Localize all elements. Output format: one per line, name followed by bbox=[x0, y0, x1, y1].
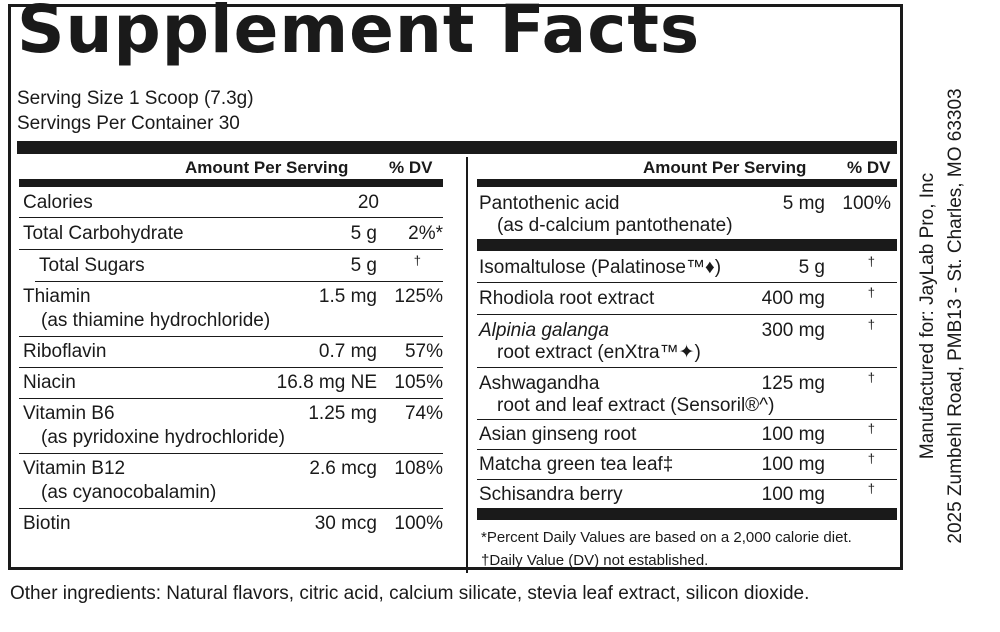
nutrient-dv: 100% bbox=[394, 513, 443, 534]
nutrient-dv: † bbox=[413, 253, 421, 268]
nutrient-row-total-carbohydrate: Total Carbohydrate 5 g 2%* bbox=[19, 218, 443, 250]
ingredient-dv: † bbox=[867, 421, 875, 436]
panel-title: Supplement Facts bbox=[17, 0, 701, 68]
nutrient-amount: 2.6 mcg bbox=[309, 458, 377, 479]
ingredient-name: Ashwagandha bbox=[479, 373, 600, 394]
ingredient-name: Schisandra berry bbox=[479, 484, 623, 505]
ingredient-row-isomaltulose: Isomaltulose (Palatinose™♦) 5 g † bbox=[477, 251, 897, 283]
nutrient-source: (as cyanocobalamin) bbox=[41, 482, 217, 503]
ingredient-name: Isomaltulose (Palatinose™♦) bbox=[479, 257, 722, 278]
dv-header: % DV bbox=[847, 158, 891, 177]
ingredient-row-pantothenic-acid: Pantothenic acid (as d-calcium pantothen… bbox=[477, 187, 897, 239]
ingredient-amount: 400 mg bbox=[761, 288, 825, 309]
ingredient-row-rhodiola: Rhodiola root extract 400 mg † bbox=[477, 283, 897, 315]
nutrient-dv: 125% bbox=[394, 286, 443, 307]
nutrient-row-biotin: Biotin 30 mcg 100% bbox=[19, 509, 443, 539]
amount-per-serving-header: Amount Per Serving bbox=[643, 158, 807, 177]
ingredient-name: Alpinia galanga bbox=[479, 320, 609, 341]
nutrient-dv: 2%* bbox=[408, 223, 443, 244]
ingredient-amount: 100 mg bbox=[761, 454, 825, 475]
ingredient-dv: † bbox=[867, 254, 875, 269]
footnote-percent-dv: *Percent Daily Values are based on a 2,0… bbox=[481, 529, 852, 546]
nutrient-name: Vitamin B6 bbox=[23, 403, 115, 424]
nutrient-amount: 5 g bbox=[350, 255, 377, 276]
nutrient-row-riboflavin: Riboflavin 0.7 mg 57% bbox=[19, 337, 443, 368]
nutrient-name: Total Sugars bbox=[39, 255, 145, 276]
ingredient-name: Pantothenic acid bbox=[479, 193, 620, 214]
nutrient-row-niacin: Niacin 16.8 mg NE 105% bbox=[19, 368, 443, 399]
section-bar bbox=[477, 239, 897, 251]
serving-size: Serving Size 1 Scoop (7.3g) bbox=[17, 88, 254, 109]
dv-header: % DV bbox=[389, 158, 433, 177]
footnotes: *Percent Daily Values are based on a 2,0… bbox=[477, 520, 897, 570]
ingredient-source: root and leaf extract (Sensoril®^) bbox=[497, 395, 775, 416]
nutrient-row-vitamin-b12: Vitamin B12 (as cyanocobalamin) 2.6 mcg … bbox=[19, 454, 443, 509]
nutrient-amount: 5 g bbox=[350, 223, 377, 244]
ingredient-row-ashwagandha: Ashwagandha root and leaf extract (Senso… bbox=[477, 368, 897, 420]
ingredient-source: root extract (enXtra™✦) bbox=[497, 342, 701, 363]
ingredient-name: Matcha green tea leaf‡ bbox=[479, 454, 674, 475]
nutrient-row-thiamin: Thiamin (as thiamine hydrochloride) 1.5 … bbox=[19, 282, 443, 337]
nutrient-dv: 74% bbox=[404, 403, 443, 424]
ingredient-dv: † bbox=[867, 481, 875, 496]
other-ingredients: Other ingredients: Natural flavors, citr… bbox=[10, 583, 810, 604]
nutrient-row-calories: Calories 20 bbox=[19, 187, 443, 218]
header-bar bbox=[19, 179, 443, 187]
ingredient-amount: 100 mg bbox=[761, 424, 825, 445]
footer-bar bbox=[477, 508, 897, 520]
nutrient-name: Riboflavin bbox=[23, 341, 107, 362]
manufacturer-line-1: Manufactured for: JayLab Pro, Inc bbox=[917, 172, 938, 460]
left-column: Amount Per Serving % DV Calories 20 Tota… bbox=[19, 153, 443, 539]
nutrient-row-vitamin-b6: Vitamin B6 (as pyridoxine hydrochloride)… bbox=[19, 399, 443, 454]
ingredient-row-schisandra: Schisandra berry 100 mg † bbox=[477, 480, 897, 508]
nutrient-amount: 30 mcg bbox=[314, 513, 377, 534]
header-bar bbox=[477, 179, 897, 187]
nutrient-amount: 1.5 mg bbox=[318, 286, 377, 307]
left-header: Amount Per Serving % DV bbox=[19, 153, 443, 179]
nutrient-row-total-sugars: Total Sugars 5 g † bbox=[35, 250, 443, 282]
ingredient-row-alpinia-galanga: Alpinia galanga root extract (enXtra™✦) … bbox=[477, 315, 897, 368]
ingredient-dv: † bbox=[867, 285, 875, 300]
nutrient-dv: 57% bbox=[404, 341, 443, 362]
ingredient-amount: 125 mg bbox=[761, 373, 825, 394]
servings-per-container: Servings Per Container 30 bbox=[17, 113, 240, 134]
nutrient-name: Thiamin bbox=[23, 286, 91, 307]
ingredient-name: Asian ginseng root bbox=[479, 424, 637, 445]
ingredient-amount: 300 mg bbox=[761, 320, 825, 341]
nutrient-amount: 0.7 mg bbox=[318, 341, 377, 362]
nutrient-source: (as pyridoxine hydrochloride) bbox=[41, 427, 285, 448]
thick-divider bbox=[17, 141, 897, 154]
nutrient-name: Biotin bbox=[23, 513, 71, 534]
ingredient-dv: † bbox=[867, 317, 875, 332]
footnote-dv-not-established: †Daily Value (DV) not established. bbox=[481, 552, 709, 569]
ingredient-name: Rhodiola root extract bbox=[479, 288, 655, 309]
ingredient-row-matcha: Matcha green tea leaf‡ 100 mg † bbox=[477, 450, 897, 480]
nutrient-source: (as thiamine hydrochloride) bbox=[41, 310, 271, 331]
column-divider bbox=[466, 157, 468, 573]
nutrient-amount: 16.8 mg NE bbox=[276, 372, 377, 393]
amount-per-serving-header: Amount Per Serving bbox=[185, 158, 349, 177]
ingredient-source: (as d-calcium pantothenate) bbox=[497, 215, 733, 236]
manufacturer-line-2: 2025 Zumbehl Road, PMB13 - St. Charles, … bbox=[944, 88, 966, 544]
nutrient-amount: 20 bbox=[357, 192, 379, 213]
nutrient-name: Niacin bbox=[23, 372, 76, 393]
nutrient-dv: 105% bbox=[394, 372, 443, 393]
ingredient-amount: 100 mg bbox=[761, 484, 825, 505]
ingredient-dv: 100% bbox=[842, 193, 891, 214]
supplement-facts-panel: Supplement Facts Serving Size 1 Scoop (7… bbox=[8, 0, 903, 573]
manufacturer-info: Manufactured for: JayLab Pro, Inc 2025 Z… bbox=[914, 0, 1000, 632]
ingredient-dv: † bbox=[867, 370, 875, 385]
nutrient-name: Calories bbox=[23, 192, 93, 213]
ingredient-dv: † bbox=[867, 451, 875, 466]
nutrient-name: Total Carbohydrate bbox=[23, 223, 184, 244]
nutrient-amount: 1.25 mg bbox=[308, 403, 377, 424]
nutrient-dv: 108% bbox=[394, 458, 443, 479]
right-column: Amount Per Serving % DV Pantothenic acid… bbox=[477, 153, 897, 570]
ingredient-amount: 5 mg bbox=[782, 193, 825, 214]
right-header: Amount Per Serving % DV bbox=[477, 153, 897, 179]
ingredient-row-asian-ginseng: Asian ginseng root 100 mg † bbox=[477, 420, 897, 450]
ingredient-amount: 5 g bbox=[798, 257, 825, 278]
nutrient-name: Vitamin B12 bbox=[23, 458, 126, 479]
